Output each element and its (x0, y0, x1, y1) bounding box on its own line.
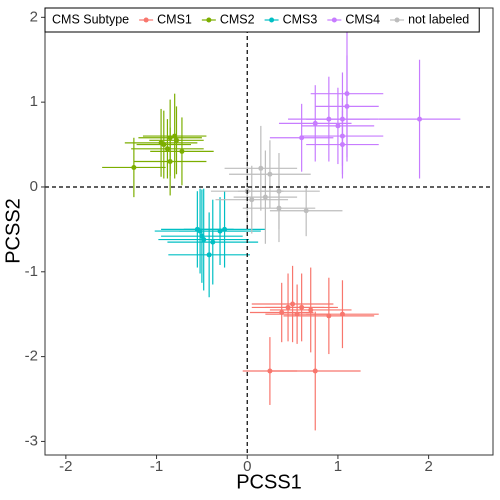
point (167, 159, 173, 165)
legend-label: CMS2 (220, 12, 255, 26)
y-tick-label: 0 (30, 178, 38, 195)
point (344, 103, 350, 109)
point (172, 133, 178, 139)
plot-area (102, 25, 461, 431)
legend-key-point (143, 17, 149, 23)
point (258, 165, 264, 171)
x-tick-label: -1 (150, 458, 163, 475)
point (164, 146, 170, 152)
point (290, 301, 296, 307)
legend-label: CMS1 (157, 12, 192, 26)
point (262, 194, 268, 200)
point (417, 116, 423, 122)
x-axis-title: PCSS1 (236, 471, 302, 493)
y-tick-label: -3 (25, 432, 38, 449)
point (339, 311, 345, 317)
x-tick-label: -2 (59, 458, 72, 475)
point (312, 120, 318, 126)
panel-border (44, 7, 494, 456)
legend-box (44, 7, 480, 33)
point (210, 239, 216, 245)
y-tick-label: 2 (30, 8, 38, 25)
point (131, 164, 137, 170)
point (312, 368, 318, 374)
point (161, 142, 167, 148)
point (201, 237, 207, 243)
x-tick-label: 1 (334, 458, 342, 475)
y-axis-title: PCSS2 (2, 198, 24, 264)
point (267, 171, 273, 177)
y-tick-label: -2 (25, 348, 38, 365)
point (299, 304, 305, 310)
point (335, 123, 341, 129)
legend-label: CMS4 (345, 12, 380, 26)
y-tick-label: -1 (25, 263, 38, 280)
legend-title: CMS Subtype (52, 12, 129, 26)
legend-key-point (394, 17, 400, 23)
point (308, 307, 314, 313)
point (303, 208, 309, 214)
point (276, 188, 282, 194)
point (194, 226, 200, 232)
point (206, 252, 212, 258)
point (179, 148, 185, 154)
legend-key-point (331, 17, 337, 23)
x-tick-label: 0 (243, 458, 251, 475)
legend-key-point (269, 17, 275, 23)
legend-label: CMS3 (283, 12, 318, 26)
legend-label: not labeled (408, 12, 469, 26)
legend-key-point (206, 17, 212, 23)
point (339, 142, 345, 148)
legend: CMS Subtype CMS1 CMS2 CMS3 CMS4 not labeled (44, 7, 480, 33)
point (294, 311, 300, 317)
y-tick-label: 1 (30, 93, 38, 110)
point (249, 197, 255, 203)
x-tick-label: 2 (424, 458, 432, 475)
